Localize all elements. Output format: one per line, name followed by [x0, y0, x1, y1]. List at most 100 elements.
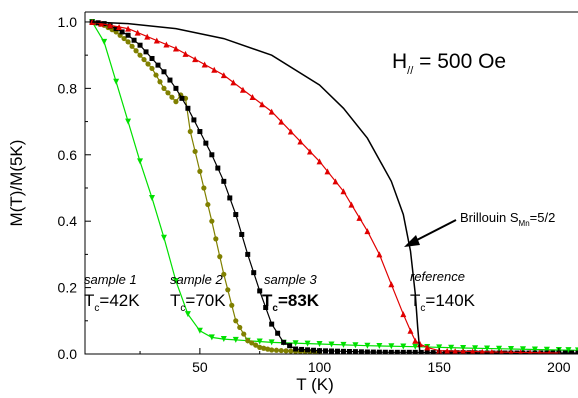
data-point-marker	[293, 346, 299, 352]
data-point-marker	[400, 343, 407, 350]
data-point-marker	[149, 194, 156, 201]
data-point-marker	[412, 343, 419, 350]
data-point-marker	[157, 79, 163, 85]
data-point-marker	[220, 72, 227, 79]
data-point-marker	[249, 340, 255, 346]
data-point-marker	[436, 344, 443, 351]
data-point-marker	[472, 345, 479, 352]
data-point-marker	[261, 345, 267, 351]
data-point-marker	[160, 234, 167, 241]
data-point-marker	[329, 348, 334, 354]
data-point-marker	[400, 349, 406, 354]
data-point-marker	[191, 117, 197, 123]
data-point-marker	[233, 212, 239, 218]
x-tick-label: 50	[192, 359, 208, 375]
series-5	[92, 21, 421, 354]
data-point-marker	[197, 168, 203, 174]
data-point-marker	[287, 128, 294, 135]
data-point-marker	[153, 37, 160, 44]
data-point-marker	[172, 45, 179, 52]
data-point-marker	[316, 158, 323, 165]
series-1	[89, 18, 578, 354]
data-point-marker	[547, 349, 552, 354]
data-point-marker	[220, 336, 227, 343]
data-point-marker	[129, 43, 135, 49]
data-point-marker	[245, 338, 251, 344]
data-point-marker	[412, 349, 418, 354]
data-point-marker	[211, 66, 218, 73]
brillouin-annotation: Brillouin SMn=5/2	[460, 210, 555, 228]
data-point-marker	[299, 346, 305, 352]
data-point-marker	[388, 349, 394, 354]
data-point-marker	[346, 349, 352, 354]
y-axis-label: M(T)/M(5K)	[7, 140, 26, 227]
data-point-marker	[407, 327, 414, 334]
data-point-marker	[213, 236, 219, 242]
reference-label: reference	[410, 269, 465, 284]
data-point-marker	[292, 340, 299, 347]
ticks-layer: 50 100 150 200 0.0 0.2 0.4 0.6 0.8 1.0	[58, 14, 571, 375]
data-point-marker	[569, 350, 575, 354]
data-point-marker	[531, 346, 538, 353]
data-point-marker	[287, 343, 293, 349]
data-point-marker	[358, 349, 364, 354]
data-point-marker	[472, 350, 478, 354]
data-point-marker	[288, 348, 294, 354]
data-point-marker	[340, 188, 347, 195]
data-point-marker	[448, 344, 455, 351]
data-point-marker	[144, 33, 151, 40]
data-point-marker	[137, 158, 144, 165]
data-point-marker	[388, 343, 395, 350]
data-point-marker	[239, 231, 245, 237]
data-point-marker	[173, 99, 179, 105]
data-point-marker	[134, 29, 141, 36]
data-point-marker	[205, 201, 211, 208]
data-point-marker	[215, 165, 221, 171]
data-point-marker	[201, 185, 207, 191]
data-point-marker	[192, 148, 198, 155]
data-point-marker	[133, 48, 139, 54]
data-point-marker	[161, 69, 167, 75]
field-annotation: H// = 500 Oe	[392, 50, 506, 77]
data-point-marker	[376, 342, 383, 349]
data-point-marker	[370, 349, 376, 354]
data-point-marker	[107, 22, 114, 29]
data-point-marker	[209, 152, 215, 158]
data-point-marker	[460, 345, 467, 352]
data-point-marker	[125, 25, 132, 32]
data-point-marker	[241, 331, 247, 337]
data-point-marker	[208, 334, 215, 341]
data-point-marker	[562, 350, 568, 354]
data-point-marker	[412, 337, 419, 344]
data-point-marker	[169, 94, 175, 100]
data-point-marker	[550, 350, 556, 354]
data-point-marker	[364, 228, 371, 235]
sample1-label: sample 1	[84, 272, 137, 287]
data-point-marker	[125, 32, 131, 38]
series-2	[89, 19, 323, 354]
data-point-marker	[113, 78, 120, 85]
data-point-marker	[382, 349, 388, 354]
data-point-marker	[221, 178, 227, 184]
data-point-marker	[334, 348, 340, 354]
data-point-marker	[484, 345, 491, 352]
data-point-marker	[324, 168, 331, 175]
data-point-marker	[265, 346, 271, 352]
data-point-marker	[196, 327, 203, 334]
data-point-marker	[424, 344, 431, 351]
data-point-marker	[179, 95, 185, 101]
data-point-marker	[489, 348, 495, 354]
data-point-marker	[245, 251, 251, 257]
data-point-marker	[454, 350, 460, 354]
data-point-marker	[452, 348, 459, 354]
data-point-marker	[253, 342, 259, 348]
data-point-marker	[249, 94, 256, 101]
data-point-marker	[275, 330, 281, 336]
data-point-marker	[278, 347, 284, 354]
data-point-marker	[161, 85, 167, 91]
data-point-marker	[143, 49, 149, 55]
data-point-marker	[173, 85, 179, 91]
data-point-marker	[165, 90, 171, 96]
data-point-marker	[460, 348, 466, 354]
data-point-marker	[356, 214, 363, 221]
